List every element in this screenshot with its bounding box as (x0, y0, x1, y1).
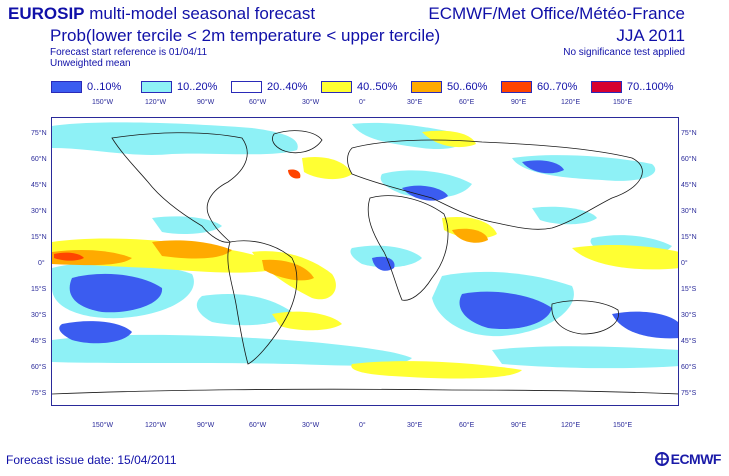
lon-tick-top: 150°E (613, 99, 633, 106)
lat-tick-right: 75°S (681, 390, 697, 397)
world-map (51, 117, 679, 406)
lon-tick-top: 150°W (92, 99, 114, 106)
logo-text: ECMWF (670, 451, 722, 467)
lat-tick-left: 30°N (31, 208, 47, 215)
legend-label: 10..20% (177, 81, 218, 93)
ecmwf-logo: ECMWF (654, 451, 722, 467)
lat-tick-right: 15°S (681, 286, 697, 293)
lon-tick-bottom: 30°E (407, 422, 423, 429)
lat-tick-left: 45°S (31, 338, 47, 345)
legend-swatch (51, 81, 82, 93)
map-subtitle: Prob(lower tercile < 2m temperature < up… (50, 26, 441, 45)
centres-title: ECMWF/Met Office/Météo-France (428, 4, 685, 23)
legend-swatch (501, 81, 532, 93)
lon-tick-bottom: 150°E (613, 422, 633, 429)
lon-tick-top: 120°W (145, 99, 167, 106)
band-60-70 (54, 169, 301, 261)
legend-label: 40..50% (357, 81, 398, 93)
issue-date: Forecast issue date: 15/04/2011 (6, 453, 177, 467)
title-rest: multi-model seasonal forecast (84, 4, 316, 23)
lat-tick-right: 45°N (681, 182, 697, 189)
lat-tick-left: 15°S (31, 286, 47, 293)
probability-field (52, 122, 678, 395)
lat-tick-left: 60°S (31, 364, 47, 371)
legend-label: 20..40% (267, 81, 308, 93)
lat-tick-right: 75°N (681, 130, 697, 137)
lon-tick-top: 30°W (302, 99, 320, 106)
legend-label: 50..60% (447, 81, 488, 93)
lon-tick-top: 120°E (561, 99, 581, 106)
lat-tick-right: 30°N (681, 208, 697, 215)
lat-tick-right: 60°N (681, 156, 697, 163)
lon-tick-bottom: 0° (359, 422, 366, 429)
lon-tick-bottom: 60°E (459, 422, 475, 429)
lon-tick-top: 90°E (511, 99, 527, 106)
legend-swatch (141, 81, 172, 93)
map-title: EUROSIP multi-model seasonal forecast (8, 4, 315, 24)
lon-tick-bottom: 60°W (249, 422, 267, 429)
legend-swatch (231, 81, 262, 93)
band-0-10 (59, 160, 678, 344)
lat-tick-left: 45°N (31, 182, 47, 189)
legend-label: 60..70% (537, 81, 578, 93)
lon-tick-top: 60°E (459, 99, 475, 106)
season-label: JJA 2011 (616, 26, 685, 45)
lat-tick-left: 30°S (31, 312, 47, 319)
legend-swatch (411, 81, 442, 93)
logo-mark-icon (654, 452, 669, 466)
coastlines (52, 130, 678, 395)
lat-tick-right: 60°S (681, 364, 697, 371)
title-bold: EUROSIP (8, 4, 85, 23)
legend-label: 70..100% (627, 81, 674, 93)
lat-tick-left: 75°S (31, 390, 47, 397)
lon-tick-top: 60°W (249, 99, 267, 106)
lon-tick-bottom: 90°W (197, 422, 215, 429)
legend-swatch (591, 81, 622, 93)
lat-tick-left: 75°N (31, 130, 47, 137)
lon-tick-top: 0° (359, 99, 366, 106)
lon-tick-bottom: 90°E (511, 422, 527, 429)
lon-tick-bottom: 120°W (145, 422, 167, 429)
lat-tick-right: 15°N (681, 234, 697, 241)
lat-tick-right: 30°S (681, 312, 697, 319)
forecast-reference: Forecast start reference is 01/04/11 (50, 47, 208, 58)
legend-swatch (321, 81, 352, 93)
lon-tick-top: 90°W (197, 99, 215, 106)
lon-tick-bottom: 30°W (302, 422, 320, 429)
legend-label: 0..10% (87, 81, 122, 93)
lon-tick-top: 30°E (407, 99, 423, 106)
lat-tick-right: 45°S (681, 338, 697, 345)
significance-note: No significance test applied (563, 47, 685, 58)
lat-tick-left: 0° (38, 260, 45, 267)
lat-tick-left: 15°N (31, 234, 47, 241)
lat-tick-right: 0° (681, 260, 688, 267)
mean-type: Unweighted mean (50, 58, 131, 69)
color-legend: 0..10% 10..20% 20..40% 40..50% 50..60% 6… (51, 79, 679, 97)
lon-tick-bottom: 120°E (561, 422, 581, 429)
lon-tick-bottom: 150°W (92, 422, 114, 429)
lat-tick-left: 60°N (31, 156, 47, 163)
